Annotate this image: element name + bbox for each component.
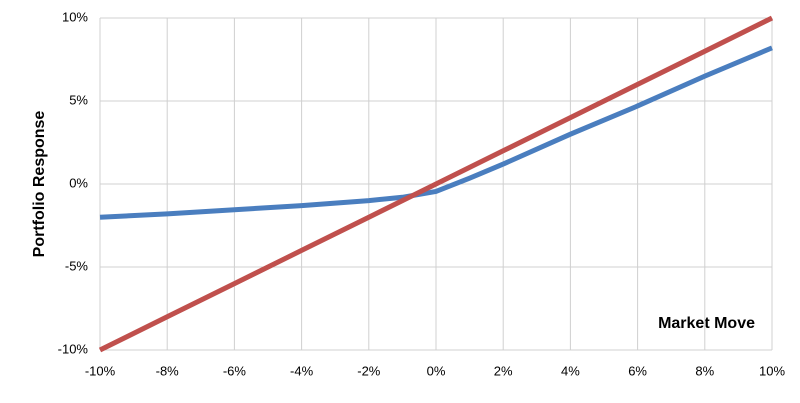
x-tick-label: -8%	[156, 363, 180, 378]
x-tick-label: -2%	[357, 363, 381, 378]
x-tick-label: 4%	[561, 363, 580, 378]
y-tick-label: 10%	[62, 9, 88, 24]
x-tick-label: -10%	[85, 363, 116, 378]
x-tick-label: 8%	[695, 363, 714, 378]
x-tick-label: 6%	[628, 363, 647, 378]
series-line	[98, 15, 774, 353]
y-tick-label: 0%	[69, 175, 88, 190]
y-tick-label: 5%	[69, 92, 88, 107]
x-tick-label: -6%	[223, 363, 247, 378]
x-tick-label: 10%	[759, 363, 785, 378]
x-tick-label: 0%	[427, 363, 446, 378]
y-tick-label: -5%	[65, 258, 89, 273]
x-tick-label: -4%	[290, 363, 314, 378]
annotation: Market Move	[658, 315, 755, 332]
series-line	[99, 45, 773, 220]
x-tick-label: 2%	[494, 363, 513, 378]
y-axis-label: Portfolio Response	[31, 111, 48, 258]
y-tick-label: -10%	[58, 341, 89, 356]
